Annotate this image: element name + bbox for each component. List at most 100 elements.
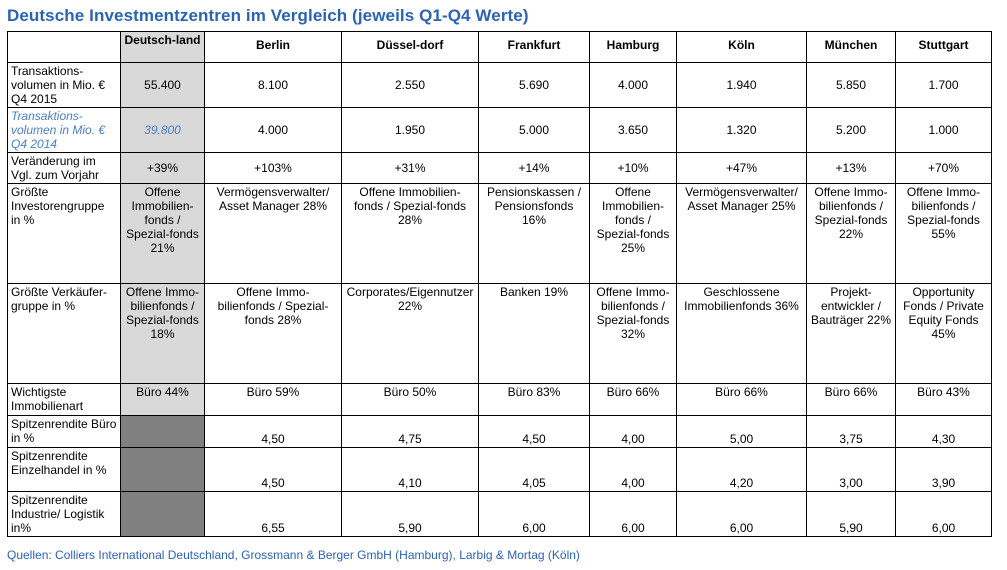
table-cell: +70%	[895, 152, 992, 184]
table-cell: 39.800	[120, 107, 205, 153]
table-cell: 5.200	[806, 107, 896, 153]
table-cell: 5,00	[676, 415, 807, 448]
table-cell: 3,75	[806, 415, 896, 448]
table-cell: Büro 66%	[806, 383, 896, 416]
table-cell: Büro 66%	[589, 383, 677, 416]
table-cell: Offene Immobilien-fonds / Spezial-fonds …	[589, 183, 677, 284]
table-cell: 55.400	[120, 62, 205, 108]
table-cell: +14%	[478, 152, 590, 184]
row-label: Spitzenrendite Büro in %	[7, 415, 121, 448]
table-cell: +39%	[120, 152, 205, 184]
row-label: Transaktions-volumen in Mio. € Q4 2015	[7, 62, 121, 108]
table-cell: 4,00	[589, 447, 677, 492]
table-cell: 6,00	[478, 491, 590, 537]
table-cell: +10%	[589, 152, 677, 184]
table-cell: Büro 50%	[341, 383, 479, 416]
table-cell: Offene Immo-bilienfonds / Spezial-fonds …	[204, 283, 342, 384]
table-cell: Offene Immobilien-fonds / Spezial-fonds …	[120, 183, 205, 284]
table-cell: 1.000	[895, 107, 992, 153]
table-cell: Corporates/Eigennutzer 22%	[341, 283, 479, 384]
table-cell: 4,75	[341, 415, 479, 448]
table-cell: 3,90	[895, 447, 992, 492]
table-cell: Vermögensverwalter/ Asset Manager 25%	[676, 183, 807, 284]
table-cell: 4.000	[589, 62, 677, 108]
table-cell: 5.850	[806, 62, 896, 108]
empty-cell	[120, 447, 205, 492]
table-cell: 1.940	[676, 62, 807, 108]
table-cell: 4,50	[478, 415, 590, 448]
table-cell: 3,00	[806, 447, 896, 492]
table-row-change: Veränderung im Vgl. zum Vorjahr +39% +10…	[7, 152, 992, 184]
table-cell: 1.950	[341, 107, 479, 153]
table-cell: 6,00	[589, 491, 677, 537]
column-header-muenchen: München	[806, 31, 896, 63]
table-cell: Pensionskassen / Pensionsfonds 16%	[478, 183, 590, 284]
column-header-deutschland: Deutsch-land	[120, 31, 205, 63]
table-row-property-type: Wichtigste Immobilienart Büro 44% Büro 5…	[7, 383, 992, 416]
table-cell: Büro 59%	[204, 383, 342, 416]
row-label: Transaktions-volumen in Mio. € Q4 2014	[7, 107, 121, 153]
table-cell: +31%	[341, 152, 479, 184]
table-cell: 6,55	[204, 491, 342, 537]
corner-cell	[7, 31, 121, 63]
table-cell: Offene Immo-bilienfonds / Spezial-fonds …	[589, 283, 677, 384]
row-label: Spitzenrendite Einzelhandel in %	[7, 447, 121, 492]
column-header-stuttgart: Stuttgart	[895, 31, 992, 63]
table-cell: 8.100	[204, 62, 342, 108]
empty-cell	[120, 415, 205, 448]
column-header-koeln: Köln	[676, 31, 807, 63]
table-cell: 4,30	[895, 415, 992, 448]
table-cell: 1.700	[895, 62, 992, 108]
table-cell: +47%	[676, 152, 807, 184]
table-cell: Büro 66%	[676, 383, 807, 416]
table-row-yield-retail: Spitzenrendite Einzelhandel in % 4,50 4,…	[7, 447, 992, 492]
source-note: Quellen: Colliers International Deutschl…	[7, 548, 580, 562]
table-row-investor-group: Größte Investorengruppe in % Offene Immo…	[7, 183, 992, 284]
table-cell: Büro 44%	[120, 383, 205, 416]
table-cell: 5,90	[806, 491, 896, 537]
row-label: Veränderung im Vgl. zum Vorjahr	[7, 152, 121, 184]
table-row-volume-2015: Transaktions-volumen in Mio. € Q4 2015 5…	[7, 62, 992, 108]
table-cell: 5.000	[478, 107, 590, 153]
table-cell: Offene Immo-bilienfonds / Spezial-fonds …	[895, 183, 992, 284]
table-row-volume-2014: Transaktions-volumen in Mio. € Q4 2014 3…	[7, 107, 992, 153]
table-cell: 4,50	[204, 415, 342, 448]
table-cell: 6,00	[676, 491, 807, 537]
table-cell: +13%	[806, 152, 896, 184]
table-cell: Offene Immobilien-fonds / Spezial-fonds …	[341, 183, 479, 284]
table-row-yield-industrial: Spitzenrendite Industrie/ Logistik in% 6…	[7, 491, 992, 537]
table-cell: +103%	[204, 152, 342, 184]
investment-comparison-table: Deutsch-land Berlin Düssel-dorf Frankfur…	[7, 31, 992, 537]
table-cell: 4,50	[204, 447, 342, 492]
table-cell: 4,00	[589, 415, 677, 448]
table-cell: Offene Immo-bilienfonds / Spezial-fonds …	[120, 283, 205, 384]
table-cell: Büro 83%	[478, 383, 590, 416]
table-cell: Offene Immo-bilienfonds / Spezial-fonds …	[806, 183, 896, 284]
row-label: Spitzenrendite Industrie/ Logistik in%	[7, 491, 121, 537]
row-label: Wichtigste Immobilienart	[7, 383, 121, 416]
header-row: Deutsch-land Berlin Düssel-dorf Frankfur…	[7, 31, 992, 63]
table-cell: 4,05	[478, 447, 590, 492]
table-cell: 6,00	[895, 491, 992, 537]
table-cell: Vermögensverwalter/ Asset Manager 28%	[204, 183, 342, 284]
page-title: Deutsche Investmentzentren im Vergleich …	[7, 6, 529, 25]
table-row-seller-group: Größte Verkäufer-gruppe in % Offene Immo…	[7, 283, 992, 384]
table-cell: 5,90	[341, 491, 479, 537]
table-cell: 3.650	[589, 107, 677, 153]
table-cell: 1.320	[676, 107, 807, 153]
row-label: Größte Verkäufer-gruppe in %	[7, 283, 121, 384]
table-cell: Büro 43%	[895, 383, 992, 416]
column-header-frankfurt: Frankfurt	[478, 31, 590, 63]
table-row-yield-office: Spitzenrendite Büro in % 4,50 4,75 4,50 …	[7, 415, 992, 448]
column-header-berlin: Berlin	[204, 31, 342, 63]
table-cell: Banken 19%	[478, 283, 590, 384]
column-header-duesseldorf: Düssel-dorf	[341, 31, 479, 63]
row-label: Größte Investorengruppe in %	[7, 183, 121, 284]
table-cell: 4,20	[676, 447, 807, 492]
table-cell: 2.550	[341, 62, 479, 108]
table-cell: 5.690	[478, 62, 590, 108]
table-cell: Geschlossene Immobilienfonds 36%	[676, 283, 807, 384]
column-header-hamburg: Hamburg	[589, 31, 677, 63]
table-cell: Projekt-entwickler / Bauträger 22%	[806, 283, 896, 384]
table-cell: Opportunity Fonds / Private Equity Fonds…	[895, 283, 992, 384]
